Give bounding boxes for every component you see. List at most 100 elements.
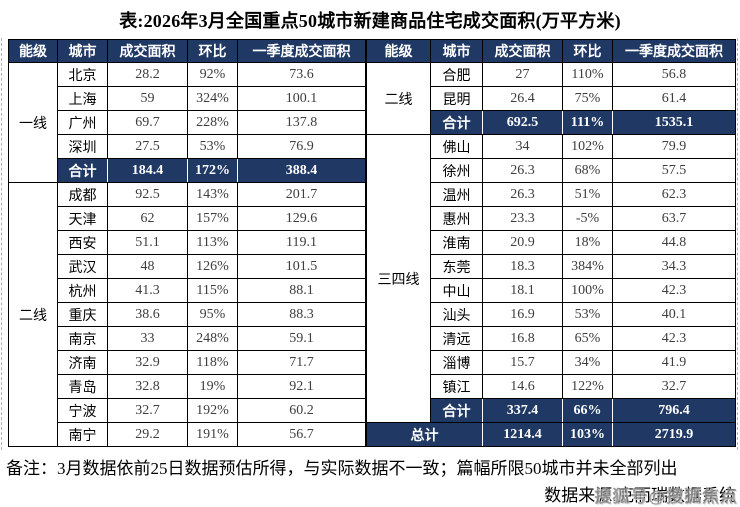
- column-header: 一季度成交面积: [237, 39, 366, 63]
- column-header: 城市: [57, 39, 108, 63]
- area-cell: 16.9: [482, 302, 563, 327]
- tables-container: 能级 城市 成交面积 环比 一季度成交面积 一线 北京 28.2 92% 73.6 上海 59 324…: [8, 39, 736, 447]
- area-cell: 51.1: [107, 230, 188, 255]
- city-row: 武汉 48 126% 101.5: [9, 254, 366, 279]
- mom-cell: 19%: [187, 374, 238, 399]
- city-cell: 杭州: [57, 278, 108, 303]
- column-header: 一季度成交面积: [612, 39, 736, 63]
- q1-cell: 61.4: [612, 86, 736, 111]
- area-cell: 692.5: [482, 110, 563, 135]
- area-cell: 16.8: [482, 326, 563, 351]
- area-cell: 62: [107, 206, 188, 231]
- subtotal-row: 合计 184.4 172% 388.4: [9, 158, 366, 183]
- grand-total-row: 总计 1214.4 103% 2719.9: [366, 422, 736, 447]
- city-row: 一线 北京 28.2 92% 73.6: [8, 62, 366, 183]
- subtotal-row: 合计 692.5 111% 1535.1: [367, 110, 736, 135]
- mom-cell: 248%: [187, 326, 238, 351]
- city-cell: 合肥: [430, 62, 483, 87]
- header-row: 能级 城市 成交面积 环比 一季度成交面积: [366, 39, 736, 63]
- city-cell: 合计: [430, 110, 483, 135]
- city-row: 南京 33 248% 59.1: [9, 326, 366, 351]
- area-cell: 15.7: [482, 350, 563, 375]
- watermark-text: 搜狐号@搜狐焦点: [594, 487, 738, 506]
- column-header: 成交面积: [482, 39, 563, 63]
- city-row: 天津 62 157% 129.6: [9, 206, 366, 231]
- area-cell: 26.3: [482, 158, 563, 183]
- mom-cell: 115%: [187, 278, 238, 303]
- area-cell: 59: [107, 86, 188, 111]
- tier-cell: 二线: [8, 182, 58, 447]
- mom-cell: 172%: [187, 158, 238, 183]
- source-line: 数据来源:克而瑞数据系统 搜狐号@搜狐焦点: [0, 481, 740, 506]
- area-cell: 184.4: [107, 158, 188, 183]
- city-cell: 惠州: [430, 206, 483, 231]
- city-row: 重庆 38.6 95% 88.3: [9, 302, 366, 327]
- mom-cell: 122%: [562, 374, 613, 399]
- mom-cell: 65%: [562, 326, 613, 351]
- mom-cell: 95%: [187, 302, 238, 327]
- area-cell: 18.1: [482, 278, 563, 303]
- q1-cell: 76.9: [237, 134, 366, 159]
- tier-cell: 三四线: [366, 134, 431, 423]
- mom-cell: 66%: [562, 398, 613, 423]
- city-row: 东莞 18.3 384% 34.3: [367, 254, 736, 279]
- city-cell: 北京: [57, 62, 108, 87]
- area-cell: 27: [482, 62, 563, 87]
- q1-cell: 41.9: [612, 350, 736, 375]
- mom-cell: 111%: [562, 110, 613, 135]
- city-cell: 南京: [57, 326, 108, 351]
- page-break-dash-left: [1, 38, 2, 450]
- city-cell: 昆明: [430, 86, 483, 111]
- column-header: 能级: [8, 39, 58, 63]
- left-table-head: 能级 城市 成交面积 环比 一季度成交面积: [8, 39, 366, 63]
- city-row: 深圳 27.5 53% 76.9: [9, 134, 366, 159]
- column-header: 成交面积: [107, 39, 188, 63]
- city-cell: 武汉: [57, 254, 108, 279]
- city-row: 二线 成都 92.5 143% 201.7: [8, 182, 366, 447]
- tier-cell: 一线: [8, 62, 58, 183]
- column-header: 环比: [562, 39, 613, 63]
- mom-cell: 103%: [562, 422, 613, 447]
- area-cell: 20.9: [482, 230, 563, 255]
- city-row: 淮南 20.9 18% 44.8: [367, 230, 736, 255]
- tier-cell: 二线: [366, 62, 431, 135]
- q1-cell: 73.6: [237, 62, 366, 87]
- city-row: 三四线 佛山 34 102% 79.9: [366, 134, 736, 423]
- city-row: 西安 51.1 113% 119.1: [9, 230, 366, 255]
- area-cell: 26.3: [482, 182, 563, 207]
- q1-cell: 32.7: [612, 374, 736, 399]
- city-row: 青岛 32.8 19% 92.1: [9, 374, 366, 399]
- q1-cell: 62.3: [612, 182, 736, 207]
- area-cell: 28.2: [107, 62, 188, 87]
- area-cell: 26.4: [482, 86, 563, 111]
- q1-cell: 79.9: [612, 134, 736, 159]
- column-header: 城市: [430, 39, 483, 63]
- q1-cell: 44.8: [612, 230, 736, 255]
- area-cell: 41.3: [107, 278, 188, 303]
- area-cell: 29.2: [107, 422, 188, 447]
- q1-cell: 129.6: [237, 206, 366, 231]
- city-row: 广州 69.7 228% 137.8: [9, 110, 366, 135]
- city-cell: 中山: [430, 278, 483, 303]
- area-cell: 38.6: [107, 302, 188, 327]
- area-cell: 337.4: [482, 398, 563, 423]
- left-table: 能级 城市 成交面积 环比 一季度成交面积 一线 北京 28.2 92% 73.6 上海 59 324…: [8, 39, 366, 447]
- city-cell: 佛山: [430, 134, 483, 159]
- city-row: 淄博 15.7 34% 41.9: [367, 350, 736, 375]
- q1-cell: 388.4: [237, 158, 366, 183]
- city-cell: 济南: [57, 350, 108, 375]
- mom-cell: 92%: [187, 62, 238, 87]
- q1-cell: 57.5: [612, 158, 736, 183]
- city-row: 上海 59 324% 100.1: [9, 86, 366, 111]
- mom-cell: 191%: [187, 422, 238, 447]
- city-row: 镇江 14.6 122% 32.7: [367, 374, 736, 399]
- q1-cell: 88.1: [237, 278, 366, 303]
- city-cell: 青岛: [57, 374, 108, 399]
- mom-cell: 113%: [187, 230, 238, 255]
- city-row: 南宁 29.2 191% 56.7: [9, 422, 366, 447]
- area-cell: 32.9: [107, 350, 188, 375]
- city-row: 温州 26.3 51% 62.3: [367, 182, 736, 207]
- city-cell: 宁波: [57, 398, 108, 423]
- city-cell: 合计: [430, 398, 483, 423]
- q1-cell: 71.7: [237, 350, 366, 375]
